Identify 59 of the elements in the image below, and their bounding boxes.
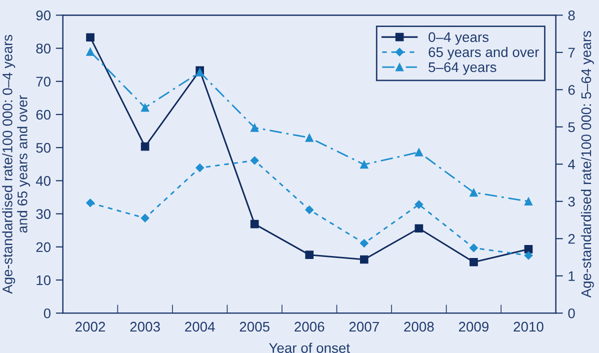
point (140, 142, 150, 151)
y-tick-label: 90 (36, 10, 51, 20)
x-tick-label: 2009 (458, 322, 488, 332)
point (86, 198, 95, 208)
point (414, 148, 424, 156)
point (305, 134, 314, 142)
y-tick-label: 60 (36, 110, 51, 120)
x-tick-label: 2007 (349, 322, 379, 332)
point (140, 214, 150, 222)
x-tick-label: 2002 (76, 322, 106, 332)
y-tick-label: 40 (36, 176, 51, 186)
point (196, 164, 204, 172)
point (414, 224, 424, 233)
y-axis-title: Age-standardised rate/100 000: 0–4 years and 65 years and over (2, 34, 30, 294)
point (360, 160, 368, 169)
y2-tick-label: 6 (568, 84, 575, 95)
y2-tick-label: 8 (568, 10, 575, 20)
point (524, 197, 533, 206)
point (250, 156, 259, 165)
point (305, 250, 314, 260)
x-tick-label: 2003 (130, 322, 160, 332)
x-tick-label: 2010 (514, 322, 544, 332)
y-tick-label: 0 (44, 308, 51, 318)
y2-tick-label: 1 (568, 271, 575, 281)
y-tick-label: 50 (36, 142, 51, 153)
point (360, 255, 368, 264)
point (414, 200, 424, 209)
x-tick-label: 2006 (294, 322, 324, 332)
legend-label: 65 years and over (428, 46, 539, 60)
y-tick-label: 20 (36, 242, 51, 252)
y2-tick-label: 7 (568, 48, 575, 58)
point (524, 251, 533, 260)
point (470, 258, 478, 266)
legend-label: 0–4 years (428, 32, 489, 45)
y2-tick-label: 0 (568, 308, 575, 318)
point (469, 244, 478, 252)
y-tick-label: 80 (36, 44, 51, 54)
point (360, 238, 368, 248)
y2-tick-label: 2 (568, 234, 575, 244)
y2-tick-label: 5 (568, 122, 575, 132)
y-tick-label: 10 (36, 275, 51, 286)
point (86, 48, 94, 56)
x-axis-title: Year of onset (269, 342, 350, 353)
y2-tick-label: 3 (568, 196, 575, 207)
y-tick-label: 70 (36, 76, 51, 87)
y2-tick-label: 4 (568, 160, 575, 170)
point (250, 123, 259, 132)
point (250, 220, 259, 228)
x-tick-label: 2005 (240, 322, 270, 332)
point (470, 188, 478, 197)
y-tick-label: 30 (36, 209, 51, 219)
point (86, 33, 94, 42)
legend-label: 5–64 years (428, 62, 496, 75)
x-tick-label: 2004 (185, 322, 215, 332)
point (305, 206, 314, 214)
point (524, 245, 533, 254)
y2-axis-title: Age-standardised rate/100 000: 5–64 years (580, 31, 594, 298)
point (140, 103, 150, 112)
x-tick-label: 2008 (404, 322, 434, 332)
